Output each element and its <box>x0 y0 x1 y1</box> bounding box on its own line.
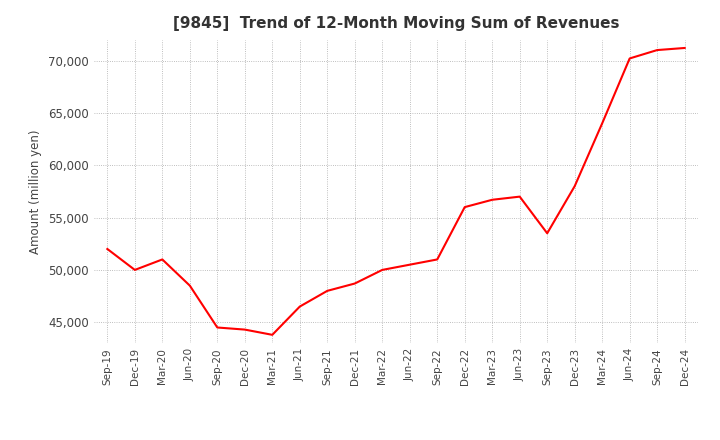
Y-axis label: Amount (million yen): Amount (million yen) <box>30 129 42 253</box>
Title: [9845]  Trend of 12-Month Moving Sum of Revenues: [9845] Trend of 12-Month Moving Sum of R… <box>173 16 619 32</box>
